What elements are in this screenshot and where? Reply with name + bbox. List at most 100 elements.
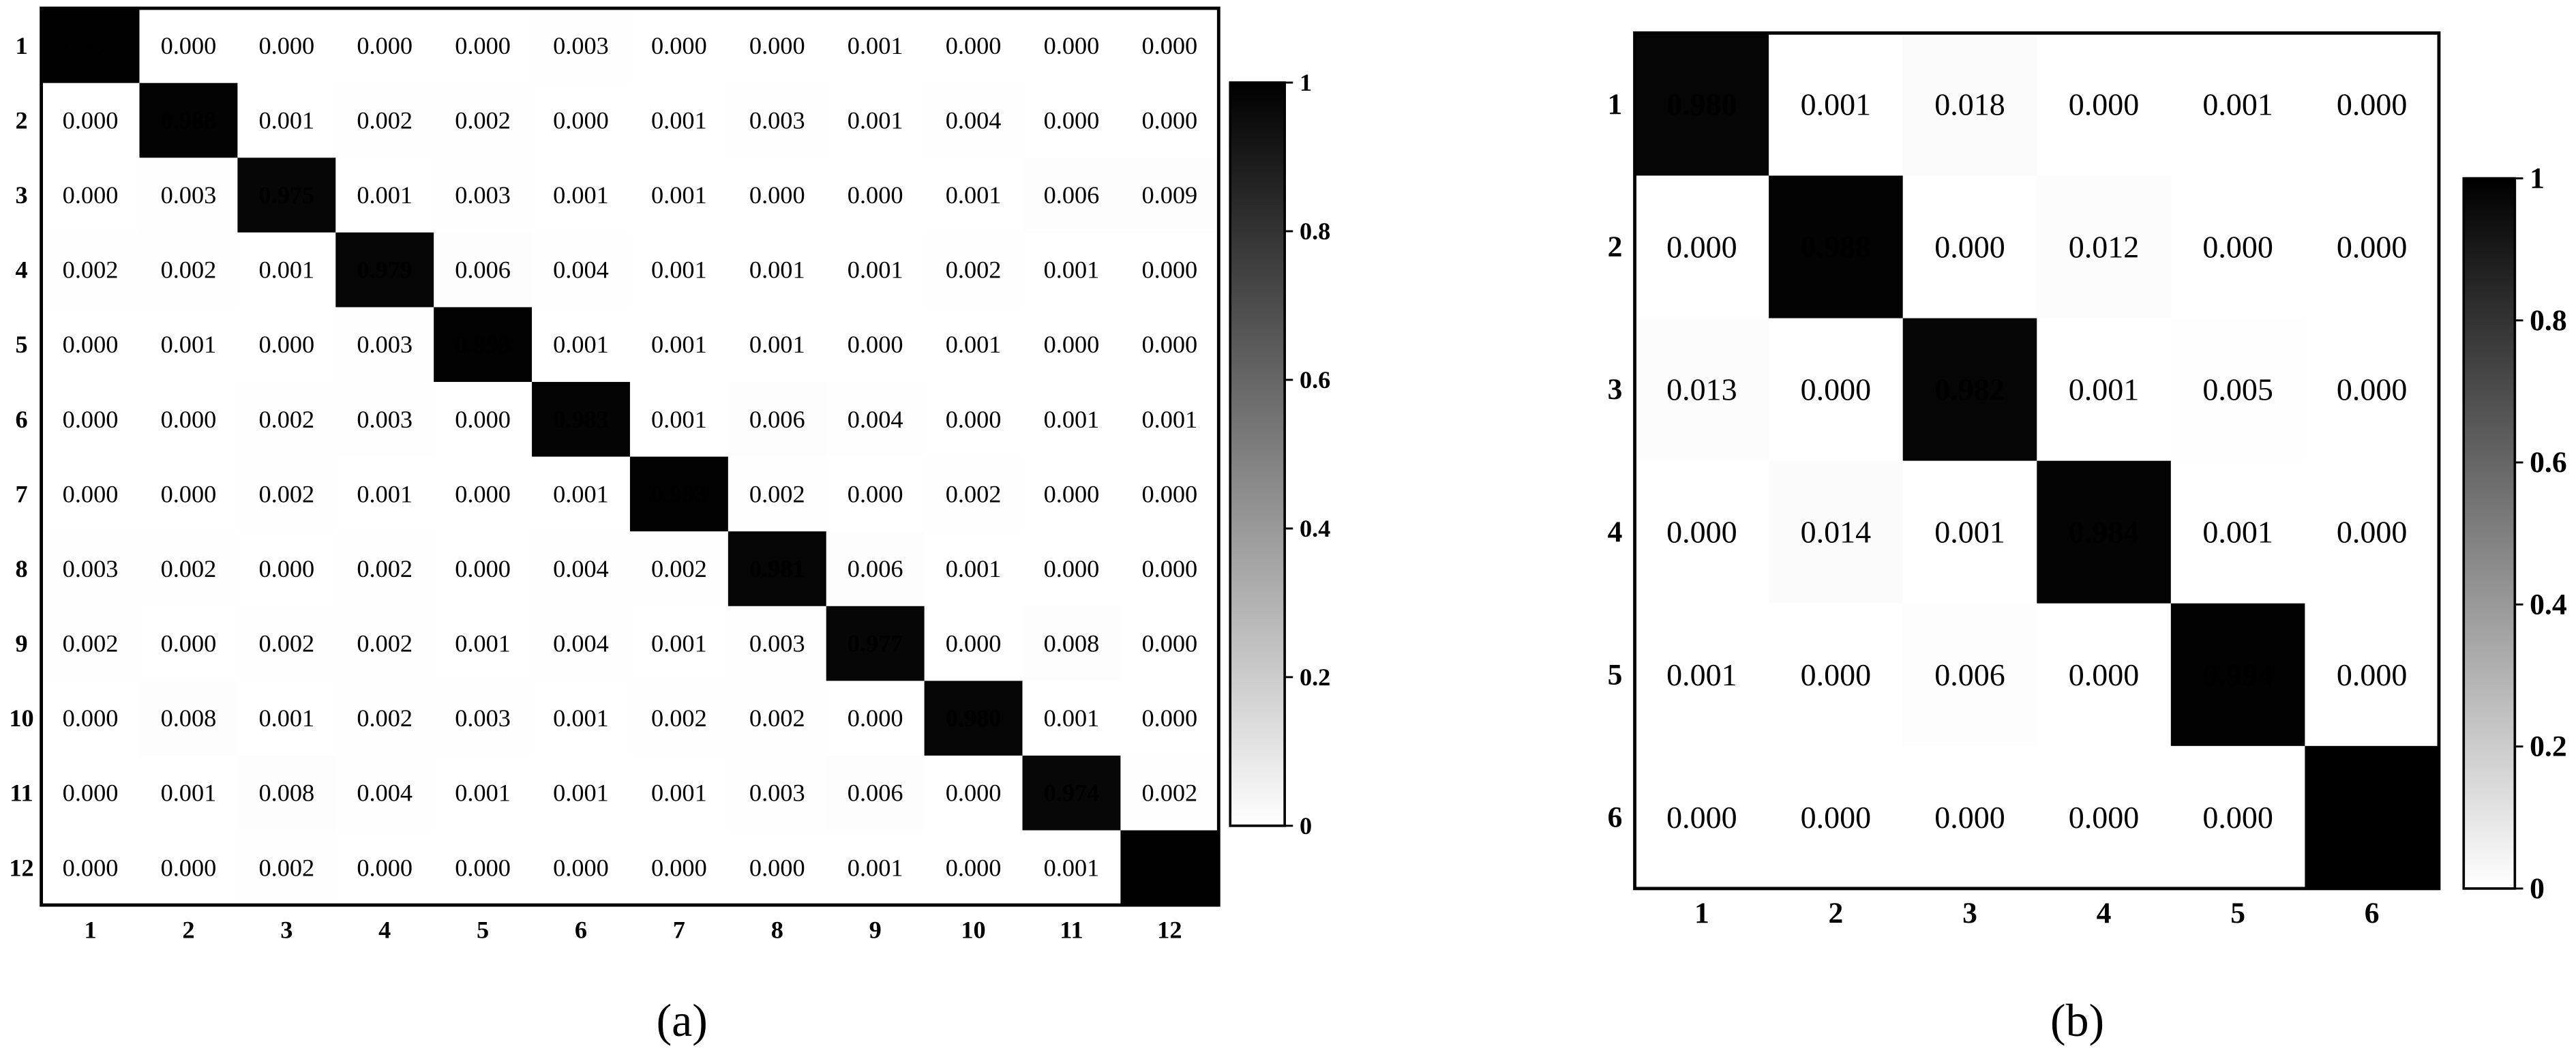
- colorbar-tick-label: 0.4: [1300, 515, 1330, 542]
- cell: [826, 681, 925, 756]
- cell: [139, 456, 239, 532]
- cell-label: 0.000: [946, 854, 1002, 881]
- cell: [728, 606, 827, 682]
- cell-label: 0.000: [2069, 800, 2140, 835]
- cell: [629, 158, 729, 233]
- cell: [629, 8, 729, 84]
- cell-label: 0.001: [651, 406, 707, 433]
- cell: [2170, 318, 2306, 462]
- cell: [139, 531, 239, 607]
- cell: [434, 606, 533, 682]
- cell-label: 0.994: [2202, 657, 2273, 692]
- cell: [924, 83, 1023, 159]
- cell: [2037, 33, 2172, 177]
- cell-label: 0.996: [63, 32, 119, 59]
- cell: [629, 382, 729, 458]
- cell: [1022, 830, 1122, 906]
- cell-label: 0.000: [1801, 372, 1871, 407]
- cell: [434, 232, 533, 308]
- y-tick-label: 6: [1608, 801, 1623, 833]
- y-tick-label: 2: [1608, 231, 1623, 263]
- cell-label: 0.000: [848, 480, 903, 507]
- cell: [434, 456, 533, 532]
- cell-label: 0.000: [1801, 657, 1871, 692]
- cell-label: 0.002: [749, 480, 805, 507]
- cell: [1120, 531, 1220, 607]
- cell: [41, 307, 140, 383]
- cell-label: 0.000: [2337, 230, 2407, 265]
- cell-label: 0.000: [161, 630, 217, 657]
- cell-label: 0.002: [946, 480, 1002, 507]
- cell-label: 0.018: [1934, 87, 2005, 121]
- cell: [1022, 83, 1122, 159]
- colorbar-tick-label: 0.6: [1300, 366, 1330, 393]
- x-tick-label: 7: [673, 916, 685, 943]
- cell-label: 0.000: [2337, 657, 2407, 692]
- y-tick-label: 8: [15, 555, 27, 582]
- cell: [335, 456, 434, 532]
- cell-label: 0.000: [1141, 256, 1197, 284]
- cell: [1902, 33, 2037, 177]
- cell-label: 0.977: [848, 630, 903, 657]
- cell: [2305, 745, 2440, 889]
- cell-label: 0.001: [1934, 515, 2005, 550]
- cell: [335, 232, 434, 308]
- cell-label: 0.001: [553, 331, 609, 358]
- cell-label: 0.984: [2069, 515, 2140, 550]
- cell: [728, 158, 827, 233]
- cell-label: 0.993: [651, 480, 707, 507]
- cell: [41, 606, 140, 682]
- cell: [924, 606, 1023, 682]
- cell: [728, 681, 827, 756]
- cell-label: 0.001: [161, 779, 217, 807]
- cell: [924, 232, 1023, 308]
- cell-label: 0.000: [1666, 230, 1737, 265]
- cell-label: 0.000: [455, 32, 511, 59]
- cell-label: 0.000: [161, 32, 217, 59]
- cell-label: 0.000: [455, 555, 511, 582]
- cell: [1120, 307, 1220, 383]
- cell: [1022, 456, 1122, 532]
- cell: [335, 531, 434, 607]
- y-tick-label: 7: [15, 480, 27, 507]
- cell: [728, 83, 827, 159]
- cell-label: 0.000: [2337, 372, 2407, 407]
- cell-label: 0.000: [1801, 800, 1871, 835]
- cell-label: 0.000: [1044, 555, 1100, 582]
- cell: [1769, 318, 1904, 462]
- cell: [1902, 745, 2037, 889]
- cell-label: 0.001: [258, 704, 314, 732]
- cell-label: 0.000: [749, 32, 805, 59]
- colorbar-tick-label: 0.2: [2530, 730, 2566, 763]
- y-tick-label: 5: [1608, 658, 1623, 691]
- cell: [1634, 33, 1769, 177]
- cell: [1902, 603, 2037, 747]
- cell: [237, 232, 336, 308]
- cell-label: 0.001: [848, 854, 903, 881]
- cell-label: 0.001: [553, 181, 609, 209]
- x-tick-label: 1: [84, 916, 96, 943]
- cell-label: 0.001: [2069, 372, 2140, 407]
- cell: [728, 232, 827, 308]
- y-tick-label: 4: [15, 256, 27, 284]
- cell-label: 0.000: [749, 181, 805, 209]
- cell-label: 0.001: [1801, 87, 1871, 121]
- cell: [826, 606, 925, 682]
- cell: [826, 382, 925, 458]
- caption: (b): [2050, 995, 2104, 1046]
- cell: [1120, 158, 1220, 233]
- cell: [924, 681, 1023, 756]
- cell-label: 0.000: [357, 854, 413, 881]
- cell: [728, 456, 827, 532]
- cell: [434, 755, 533, 831]
- colorbar-tick-label: 0.8: [1300, 218, 1330, 245]
- cell: [1120, 8, 1220, 84]
- cell: [335, 830, 434, 906]
- cell: [1634, 603, 1769, 747]
- cell: [335, 307, 434, 383]
- y-tick-label: 3: [1608, 373, 1623, 406]
- cell: [1120, 83, 1220, 159]
- cell-label: 0.014: [1801, 515, 1871, 550]
- cell-label: 0.004: [357, 779, 413, 807]
